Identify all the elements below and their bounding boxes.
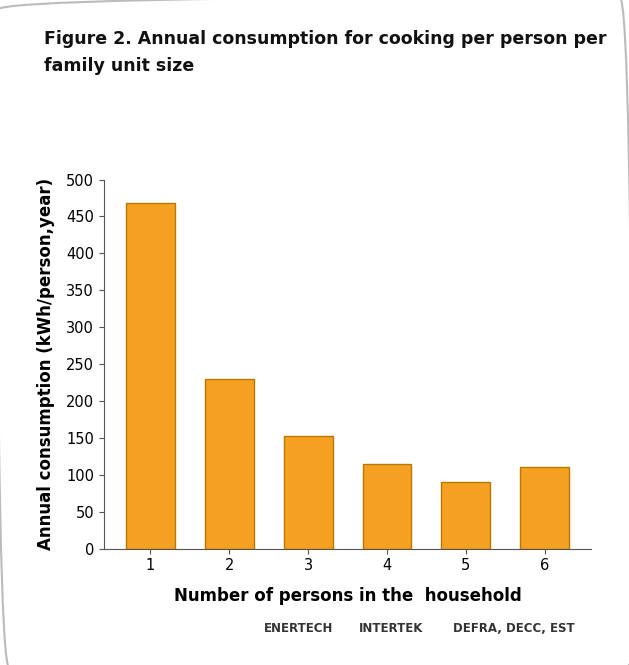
Bar xyxy=(205,379,253,549)
X-axis label: Number of persons in the  household: Number of persons in the household xyxy=(174,587,521,605)
Text: INTERTEK: INTERTEK xyxy=(359,622,423,635)
Text: DEFRA, DECC, EST: DEFRA, DECC, EST xyxy=(453,622,574,635)
Y-axis label: Annual consumption (kWh/person,year): Annual consumption (kWh/person,year) xyxy=(37,178,55,550)
Bar xyxy=(442,482,490,549)
Bar xyxy=(520,467,569,549)
Text: Figure 2. Annual consumption for cooking per person per: Figure 2. Annual consumption for cooking… xyxy=(44,30,606,48)
Bar xyxy=(126,203,175,549)
Text: family unit size: family unit size xyxy=(44,57,194,74)
Bar xyxy=(284,436,333,549)
Bar xyxy=(362,464,411,549)
Text: ENERTECH: ENERTECH xyxy=(264,622,333,635)
